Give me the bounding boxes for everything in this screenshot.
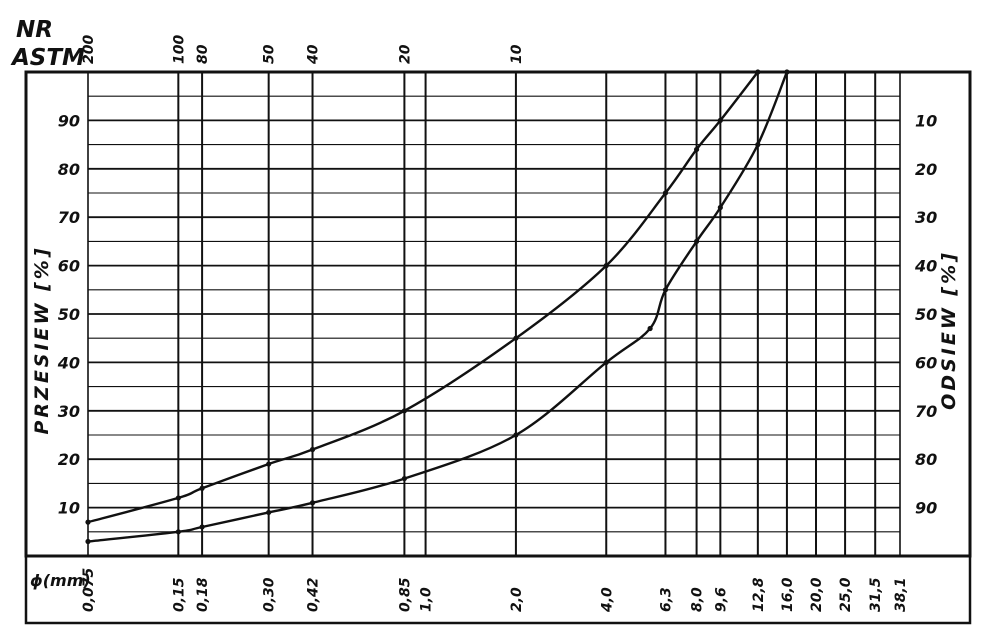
data-point (401, 475, 408, 482)
data-point (662, 190, 669, 196)
grading-curves (85, 69, 790, 545)
data-point (603, 263, 609, 269)
x-tick-label: 25,0 (838, 577, 854, 612)
data-point (662, 287, 669, 293)
x-tick-label: 16,0 (780, 577, 796, 612)
x-tick-label: 31,5 (868, 577, 884, 612)
y-tick-right: 60 (915, 353, 937, 372)
y-tick-left: 50 (58, 305, 80, 324)
x-tick-label: 38,1 (893, 577, 909, 612)
astm-tick-label: 80 (195, 44, 211, 64)
x-tick-label: 0,42 (306, 577, 322, 612)
y-tick-left: 30 (58, 402, 80, 421)
y-tick-left: 80 (58, 160, 80, 179)
data-point (603, 359, 609, 365)
x-tick-label: 12,8 (751, 577, 767, 612)
astm-label: ASTM (10, 45, 85, 71)
data-point (85, 519, 91, 525)
y-tick-left: 70 (58, 208, 80, 227)
left-axis-ticks: 10 20 30 40 50 60 70 80 90 (57, 111, 80, 517)
data-point (513, 432, 519, 438)
data-point (309, 446, 316, 453)
y-axis-label-left: PRZESIEW [%] (31, 245, 53, 434)
y-tick-right: 70 (915, 402, 937, 421)
data-point (401, 408, 408, 414)
y-tick-right: 40 (914, 257, 937, 276)
astm-sieve-labels: 200 100 80 50 40 20 10 (81, 35, 525, 65)
y-tick-right: 90 (915, 499, 937, 518)
data-point (693, 238, 700, 244)
astm-tick-label: 10 (509, 44, 525, 64)
right-axis-ticks: 90 80 70 60 50 40 30 20 10 (914, 111, 937, 517)
data-point (175, 529, 181, 535)
y-axis-label-right: ODSIEW [%] (938, 250, 960, 410)
data-point (717, 117, 723, 123)
y-tick-right: 10 (915, 111, 937, 130)
data-point (175, 495, 181, 501)
data-point (199, 485, 205, 491)
data-point (266, 461, 272, 467)
x-tick-label: 4,0 (599, 587, 615, 613)
astm-tick-label: 100 (171, 35, 187, 64)
data-point (309, 500, 316, 506)
vertical-grid (177, 72, 877, 556)
y-tick-right: 30 (915, 208, 937, 227)
chart-frame (24, 70, 972, 625)
astm-tick-label: 40 (306, 44, 322, 65)
y-tick-right: 50 (915, 305, 937, 324)
data-point (693, 146, 700, 153)
data-point (755, 142, 761, 148)
y-tick-left: 10 (58, 499, 80, 518)
x-tick-label: 8,0 (690, 587, 706, 612)
data-point (266, 509, 272, 516)
nr-label: NR (16, 17, 53, 43)
x-tick-label: 9,6 (713, 587, 729, 612)
x-tick-label: 20,0 (809, 577, 825, 612)
data-point (85, 538, 91, 545)
y-tick-left: 40 (57, 353, 80, 372)
grading-curve-2 (87, 71, 789, 543)
x-tick-label: 0,30 (262, 577, 278, 612)
x-tick-label: 0,075 (81, 567, 97, 612)
x-axis-ticks: 0,075 0,15 0,18 0,30 0,42 0,85 1,0 2,0 4,0 6,3 8,0… (81, 567, 909, 613)
horizontal-grid (88, 95, 900, 533)
data-point (647, 325, 653, 332)
x-tick-label: 1,0 (419, 587, 435, 612)
y-tick-right: 80 (915, 450, 937, 469)
astm-tick-label: 200 (81, 35, 97, 64)
astm-tick-label: 20 (397, 44, 413, 64)
y-tick-left: 90 (58, 111, 80, 130)
x-tick-label: 0,18 (195, 577, 211, 612)
y-tick-left: 60 (58, 257, 80, 276)
astm-tick-label: 50 (262, 44, 278, 64)
x-label-area-border (24, 554, 972, 625)
x-axis-label: ϕ(mm) (30, 571, 91, 590)
x-tick-label: 2,0 (509, 587, 525, 612)
data-point (199, 524, 205, 530)
y-tick-left: 20 (58, 450, 80, 469)
data-point (513, 335, 519, 341)
data-point (784, 69, 790, 75)
grading-curve-1 (87, 71, 759, 524)
x-tick-label: 0,85 (397, 577, 413, 612)
y-tick-right: 20 (915, 160, 937, 179)
x-tick-label: 6,3 (658, 587, 674, 612)
x-tick-label: 0,15 (171, 577, 187, 612)
data-point (717, 204, 723, 211)
data-point (755, 69, 761, 75)
